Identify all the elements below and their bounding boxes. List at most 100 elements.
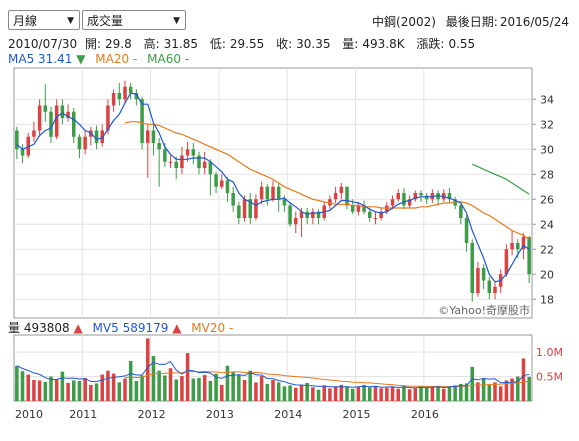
candle-body	[464, 218, 469, 243]
volume-bar	[37, 380, 42, 401]
volume-bar	[43, 381, 48, 401]
volume-bar	[504, 380, 509, 401]
candle-body	[288, 205, 292, 225]
ma20-legend: MA20 -	[95, 52, 138, 66]
indicator-select[interactable]: 成交量 ▼	[82, 10, 186, 30]
candle-body	[202, 161, 207, 168]
volume-bar	[333, 386, 338, 401]
volume-bar	[498, 386, 503, 401]
volume-bar	[362, 384, 366, 401]
volume-value: 量: 493.8K	[342, 37, 405, 51]
volume-bar	[453, 385, 457, 401]
candle-body	[294, 218, 298, 225]
period-select-value: 月線	[13, 14, 38, 28]
candle-body	[117, 93, 122, 100]
volume-bar	[527, 376, 531, 401]
ma5-line	[16, 92, 530, 283]
volume-bar	[356, 386, 361, 401]
volume-bar	[481, 379, 486, 401]
candle-body	[106, 105, 110, 131]
volume-bar	[328, 388, 332, 401]
volume-bar	[282, 386, 287, 401]
volume-bar	[442, 388, 446, 401]
y-tick-label: 32	[540, 118, 554, 131]
volume-bar	[350, 388, 355, 401]
volume-bar	[157, 370, 161, 401]
candle-body	[356, 205, 361, 212]
candle-body	[402, 193, 406, 206]
volume-bar	[299, 385, 304, 401]
volume-bar	[54, 379, 59, 401]
period-select[interactable]: 月線 ▼	[8, 10, 80, 30]
volume-legend: 量 493808 ▲ MV5 589179 ▲ MV20 -	[8, 319, 233, 336]
candle-body	[407, 199, 412, 206]
volume-bar	[49, 376, 53, 401]
volume-bar	[322, 385, 326, 401]
volume-bar	[111, 373, 116, 401]
candle-body	[254, 199, 258, 218]
candle-body	[373, 218, 378, 219]
candle-body	[37, 105, 42, 131]
candle-body	[510, 243, 514, 250]
volume-bar	[385, 387, 389, 401]
y-tick-label: 18	[540, 293, 554, 306]
x-tick-label: 2010	[15, 408, 43, 421]
candle-body	[128, 86, 133, 93]
volume-bar	[100, 374, 104, 401]
candle-body	[168, 161, 173, 163]
volume-bar	[316, 389, 321, 401]
volume-bar	[311, 387, 315, 401]
mv20-legend: MV20 -	[191, 321, 234, 335]
volume-bar	[117, 382, 122, 401]
ma60-line	[471, 163, 530, 195]
candle-body	[208, 161, 213, 175]
candle-body	[345, 186, 349, 206]
y-tick-label: 20	[540, 268, 554, 281]
volume-bar	[214, 373, 218, 401]
volume-bar	[66, 382, 70, 401]
volume-bar	[294, 387, 298, 401]
candle-body	[368, 211, 372, 218]
candle-body	[350, 205, 355, 212]
low-value: 低: 29.55	[209, 37, 265, 51]
close-value: 收: 30.35	[276, 37, 331, 51]
stock-header: 中鋼(2002) 最後日期: 2016/05/24	[366, 13, 569, 30]
candle-body	[49, 111, 53, 137]
candle-body	[385, 205, 389, 212]
ma20-line	[124, 121, 530, 240]
volume-bar	[26, 374, 30, 401]
volume-bar	[396, 388, 400, 401]
volume-bar	[106, 370, 110, 401]
volume-bar	[242, 379, 247, 401]
candle-body	[163, 149, 167, 162]
volume-bar	[72, 380, 76, 401]
volume-bar	[259, 376, 264, 401]
vol-legend-item: 量 493808	[8, 321, 70, 335]
ohlc-date: 2010/07/30	[8, 37, 78, 51]
x-tick-label: 2014	[274, 408, 302, 421]
x-tick-label: 2016	[411, 408, 439, 421]
volume-bar	[208, 380, 213, 401]
volume-bar	[60, 371, 65, 401]
candle-body	[26, 136, 30, 156]
candle-body	[151, 130, 156, 143]
candle-body	[180, 155, 184, 168]
volume-bar	[123, 378, 127, 401]
volume-bar	[305, 382, 309, 401]
candle-body	[436, 193, 440, 200]
candle-body	[430, 193, 435, 200]
volume-bar	[89, 384, 93, 401]
ma60-legend: MA60 -	[147, 52, 190, 66]
candle-body	[265, 186, 270, 200]
candle-body	[134, 93, 139, 100]
volume-bar	[163, 375, 167, 401]
candle-body	[214, 174, 218, 187]
volume-bar	[464, 383, 469, 401]
candle-body	[521, 236, 526, 250]
volume-bar	[20, 371, 25, 401]
volume-bar	[15, 365, 19, 401]
candle-body	[333, 193, 338, 200]
x-tick-label: 2012	[138, 408, 166, 421]
volume-bar	[77, 380, 82, 401]
